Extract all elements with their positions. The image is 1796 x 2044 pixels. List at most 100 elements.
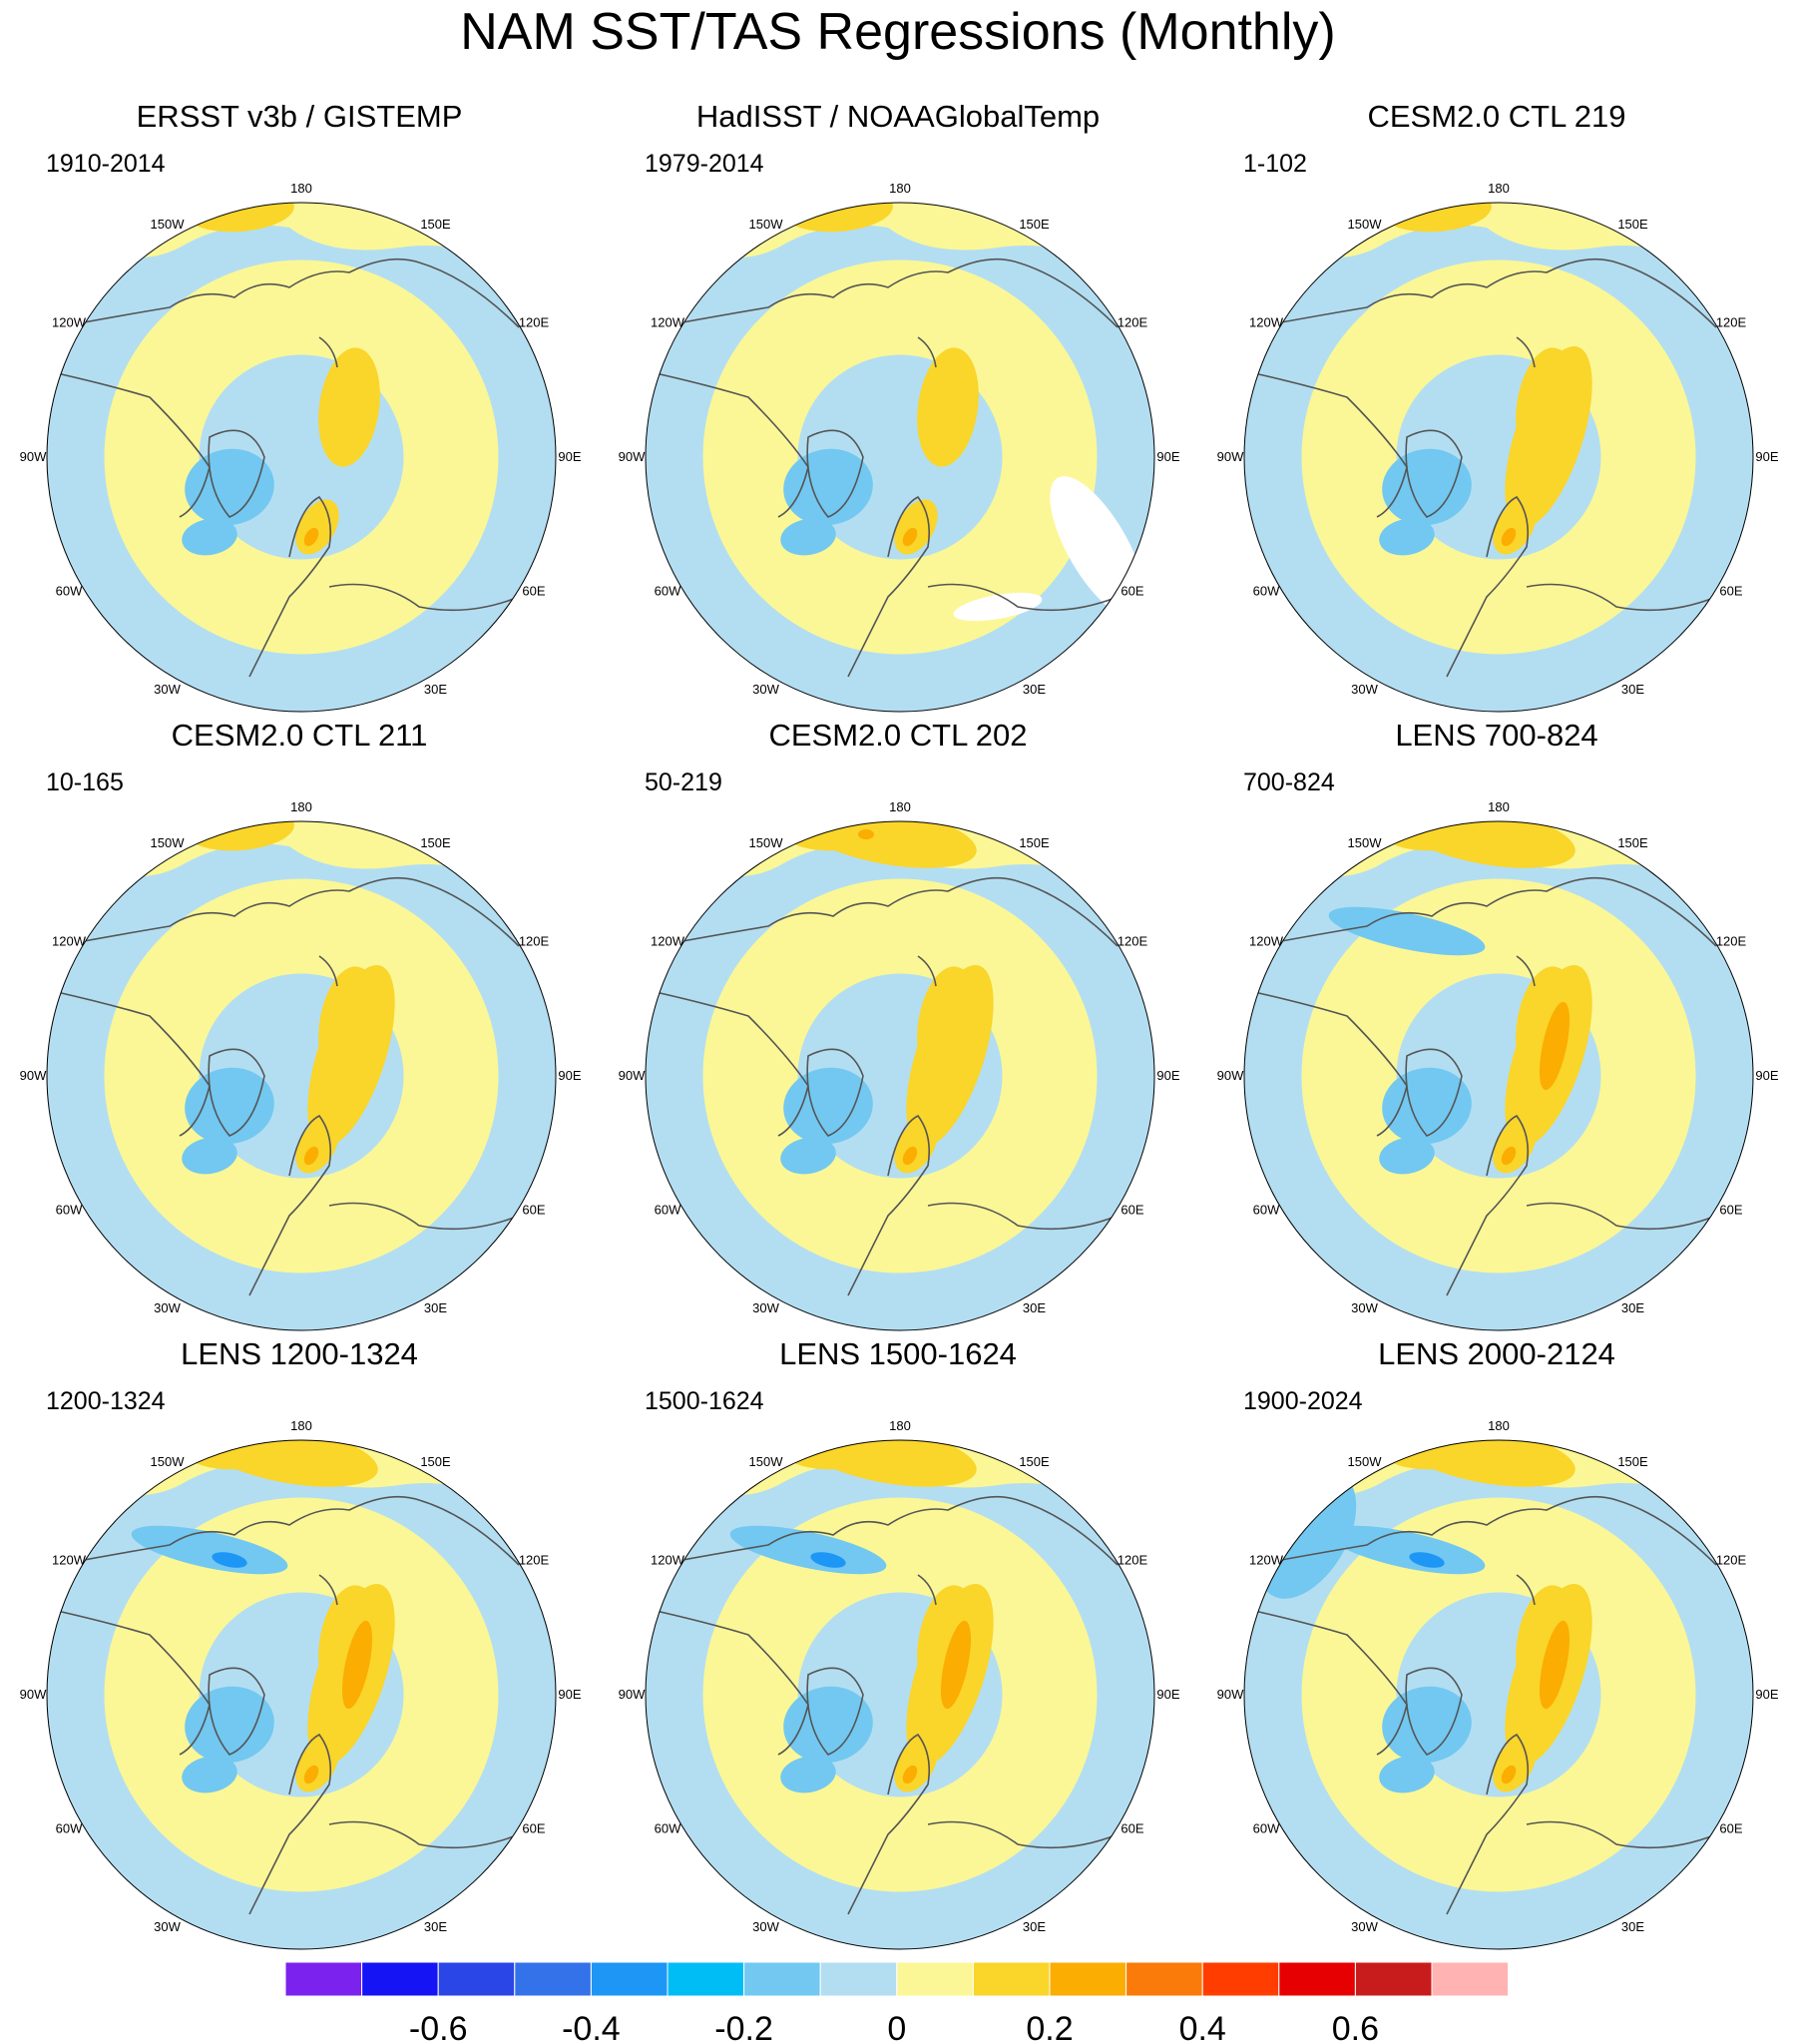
colorbar-tick-label: 0	[887, 2010, 906, 2044]
coast-europe	[248, 495, 332, 678]
longitude-label: 60W	[1253, 584, 1280, 599]
longitude-label: 90E	[1755, 1687, 1778, 1702]
anomaly-field	[646, 203, 1154, 712]
longitude-label: 120W	[651, 1553, 685, 1568]
coast-arctic-rim	[47, 1495, 520, 1571]
coast-asia-south	[927, 1820, 1119, 1849]
longitude-label: 180	[1488, 1418, 1510, 1433]
coast-north-america	[646, 985, 809, 1137]
longitude-label: 150E	[420, 1454, 451, 1469]
longitude-label: 120E	[1716, 1553, 1747, 1568]
labrador-negative	[1379, 1756, 1435, 1793]
pacific-positive-extended	[799, 821, 977, 868]
eurasia-positive-peak	[940, 1620, 972, 1710]
longitude-label: 120E	[519, 934, 550, 949]
coast-asia-south	[927, 1202, 1119, 1231]
longitude-label: 60W	[56, 1821, 83, 1836]
mediterranean-positive	[224, 1806, 384, 1882]
pacific-positive-extended	[201, 1440, 378, 1487]
coast-north-america	[47, 366, 211, 518]
longitude-label: 150W	[1348, 835, 1383, 850]
coastlines	[1244, 257, 1717, 678]
longitude-label: 150W	[749, 1454, 784, 1469]
longitude-label: 90W	[1217, 449, 1244, 464]
labrador-negative	[182, 518, 237, 556]
longitude-label: 60E	[1719, 1821, 1742, 1836]
colorbar-swatch	[1354, 1962, 1433, 1997]
longitude-label: 30W	[752, 1919, 779, 1934]
longitude-label: 60E	[1719, 584, 1742, 599]
labrador-negative	[780, 1137, 836, 1175]
longitude-label: 60E	[522, 584, 545, 599]
labrador-negative	[1379, 1137, 1435, 1175]
coast-north-america	[646, 366, 809, 518]
longitude-label: 30W	[1351, 1919, 1378, 1934]
coast-north-america	[1244, 366, 1408, 518]
anomaly-field	[1244, 203, 1753, 712]
scandinavia-peak	[902, 527, 918, 547]
colorbar-swatch	[1049, 1962, 1127, 1997]
coast-greenland	[806, 1667, 864, 1756]
longitude-label: 150W	[1348, 217, 1383, 232]
pacific-positive-extended	[799, 1440, 977, 1487]
north-pacific-negative	[1328, 1525, 1486, 1575]
greenland-negative	[783, 1067, 873, 1145]
coast-asia-south	[1526, 583, 1717, 612]
mediterranean-positive	[823, 1188, 983, 1264]
longitude-label: 60E	[1121, 584, 1143, 599]
greenland-negative	[1382, 1686, 1472, 1764]
longitude-label: 150E	[1019, 1454, 1050, 1469]
coast-asia-south	[1526, 1820, 1717, 1849]
longitude-label: 150W	[151, 217, 186, 232]
coastlines	[646, 876, 1119, 1296]
longitude-label: 60W	[655, 1203, 681, 1218]
coast-lake	[917, 955, 937, 987]
longitude-label: 90W	[20, 1068, 47, 1083]
panel-period: 700-824	[1243, 768, 1335, 796]
map-boundary	[46, 202, 557, 713]
eurasia-positive-peak	[1539, 1620, 1571, 1710]
longitude-label: 60E	[1121, 1203, 1143, 1218]
eurasia-positive-extended	[906, 965, 994, 1147]
longitude-label: 180	[1488, 181, 1510, 196]
longitude-label: 30W	[752, 682, 779, 697]
longitude-label: 120W	[1249, 1553, 1284, 1568]
polar-map: 180150E120E90E60E30E030W60W90W120W150W	[1217, 799, 1779, 1331]
longitude-label: 30E	[424, 1300, 447, 1315]
coast-lake	[318, 955, 338, 987]
longitude-label: 30W	[154, 1919, 181, 1934]
panel-period: 1200-1324	[46, 1387, 166, 1415]
longitude-label: 150E	[1617, 835, 1648, 850]
longitude-label: 30E	[1023, 1300, 1046, 1315]
colorbar-swatch	[361, 1962, 439, 1997]
longitude-label: 30E	[424, 1919, 447, 1934]
longitude-label: 30E	[1621, 1300, 1644, 1315]
longitude-label: 30E	[1621, 1919, 1644, 1934]
coast-north-america	[47, 985, 211, 1137]
longitude-label: 60E	[522, 1821, 545, 1836]
longitude-label: 90E	[1755, 449, 1778, 464]
panel-period: 1979-2014	[645, 150, 764, 178]
colorbar-swatch	[1431, 1962, 1510, 1997]
longitude-label: 90W	[619, 1068, 646, 1083]
scandinavia-peak	[902, 1765, 918, 1785]
map-panel: CESM2.0 CTL 219 1-102 180 150E 120E 90E 60E 30E…	[1197, 98, 1796, 717]
longitude-label: 90E	[1156, 1687, 1179, 1702]
map-panel: CESM2.0 CTL 211 10-165 180 150E 120E 90E 60E 30…	[0, 717, 599, 1335]
scandinavia-peak	[1501, 1146, 1517, 1166]
longitude-label: 120W	[1249, 315, 1284, 330]
coast-europe	[847, 495, 931, 678]
map-panel: CESM2.0 CTL 202 50-219 180 150E 120E 90E 60E 30…	[599, 717, 1197, 1335]
longitude-label: 150E	[1617, 217, 1648, 232]
panel-title: HadISST / NOAAGlobalTemp	[695, 99, 1101, 134]
labrador-negative	[182, 1756, 237, 1793]
panel-title: LENS 2000-2124	[1378, 1336, 1615, 1371]
coastlines	[47, 257, 520, 678]
mediterranean-positive	[224, 569, 384, 645]
pacific-positive-peak	[858, 829, 874, 839]
longitude-label: 60W	[1253, 1821, 1280, 1836]
mediterranean-positive	[224, 1188, 384, 1264]
coastlines	[1244, 876, 1717, 1296]
map-boundary	[645, 202, 1155, 713]
longitude-label: 120W	[651, 315, 685, 330]
